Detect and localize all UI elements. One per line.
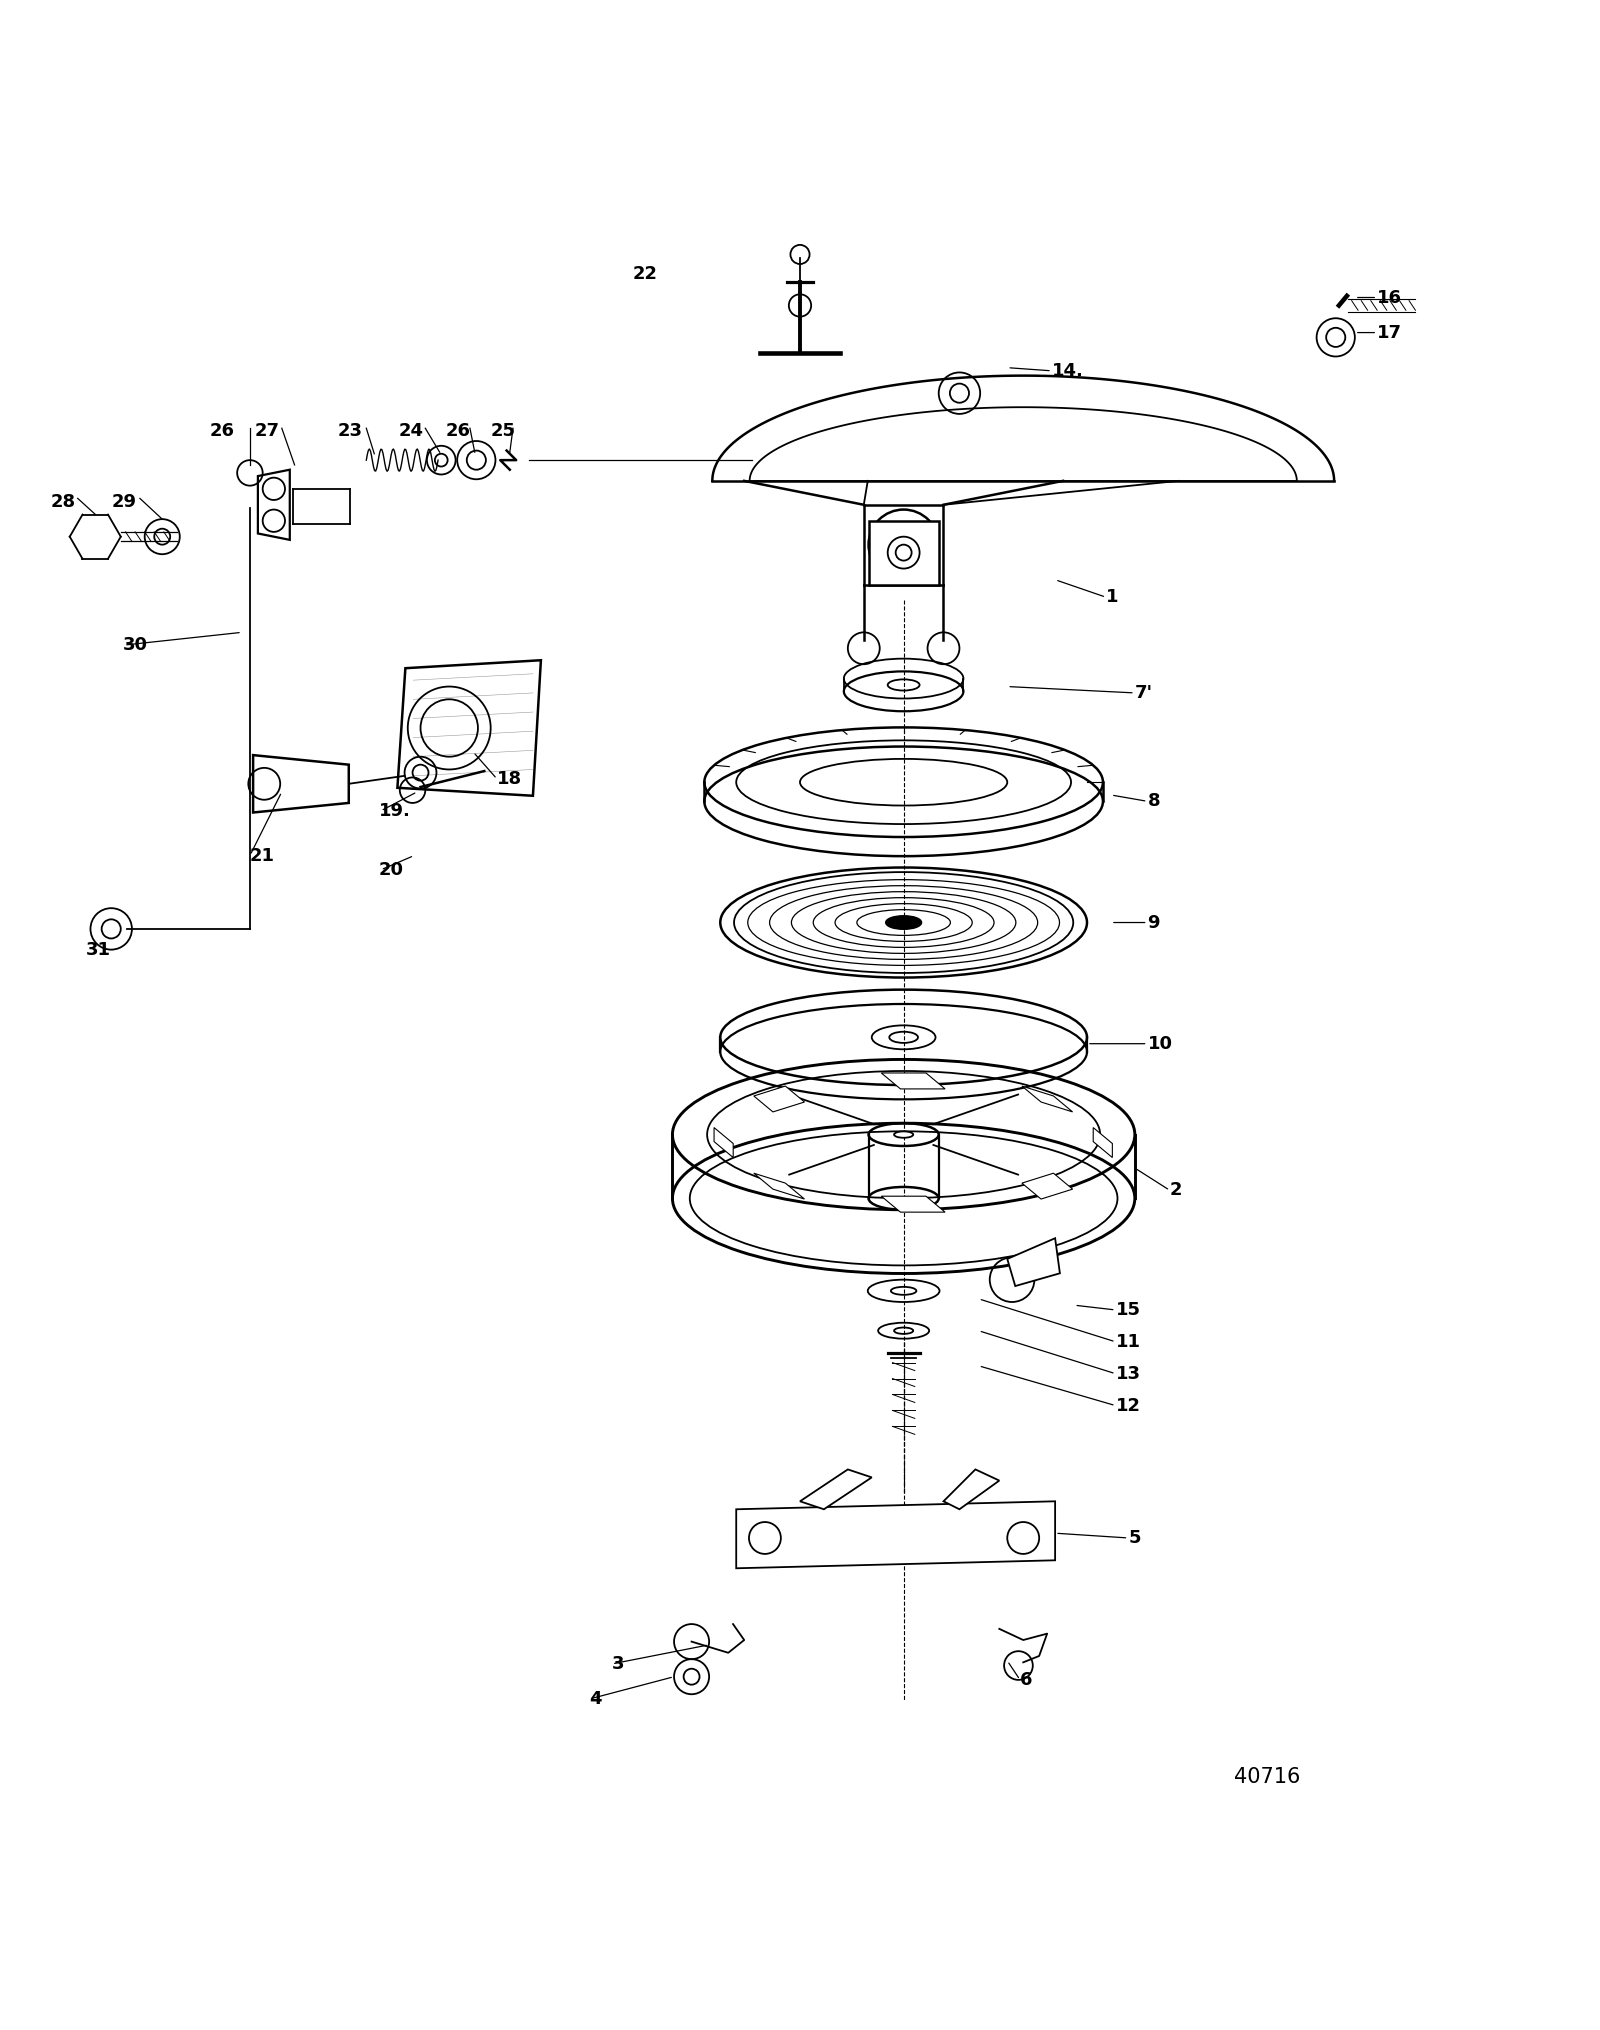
- Text: 15: 15: [1115, 1301, 1141, 1320]
- Text: 12: 12: [1115, 1397, 1141, 1415]
- Polygon shape: [944, 1470, 1000, 1508]
- Text: 21: 21: [250, 847, 275, 865]
- Polygon shape: [253, 755, 349, 812]
- Polygon shape: [714, 1127, 733, 1157]
- Polygon shape: [258, 469, 290, 540]
- Text: 27: 27: [254, 422, 280, 441]
- Text: 19.: 19.: [379, 802, 411, 820]
- Polygon shape: [1022, 1086, 1072, 1112]
- Text: 14.: 14.: [1051, 361, 1083, 380]
- Polygon shape: [754, 1086, 805, 1112]
- Text: 16: 16: [1378, 288, 1402, 307]
- Text: 18: 18: [498, 769, 522, 788]
- Text: 26: 26: [210, 422, 235, 441]
- Text: 13: 13: [1115, 1364, 1141, 1382]
- Text: 30: 30: [122, 635, 147, 654]
- Text: 28: 28: [51, 493, 75, 512]
- Text: 11: 11: [1115, 1334, 1141, 1350]
- Polygon shape: [397, 660, 541, 796]
- Text: 29: 29: [110, 493, 136, 512]
- Text: 40716: 40716: [1234, 1768, 1301, 1786]
- Text: 2: 2: [1170, 1181, 1182, 1200]
- Polygon shape: [882, 1074, 946, 1088]
- FancyBboxPatch shape: [869, 522, 939, 585]
- Polygon shape: [736, 1502, 1054, 1569]
- Polygon shape: [754, 1173, 805, 1200]
- Text: 9: 9: [1147, 914, 1160, 932]
- Text: 17: 17: [1378, 323, 1402, 341]
- Text: 22: 22: [632, 264, 658, 282]
- Polygon shape: [800, 1470, 872, 1508]
- Polygon shape: [1022, 1173, 1072, 1200]
- Text: 3: 3: [611, 1654, 624, 1673]
- Text: 20: 20: [379, 861, 405, 879]
- Text: 8: 8: [1147, 792, 1160, 810]
- Text: 23: 23: [338, 422, 363, 441]
- Text: 31: 31: [86, 940, 110, 958]
- Text: 7': 7': [1134, 684, 1154, 702]
- Ellipse shape: [886, 916, 922, 930]
- Polygon shape: [1093, 1127, 1112, 1157]
- Text: 25: 25: [491, 422, 515, 441]
- Polygon shape: [882, 1196, 946, 1212]
- Ellipse shape: [894, 1131, 914, 1137]
- Text: 4: 4: [589, 1691, 602, 1707]
- Text: 5: 5: [1128, 1529, 1141, 1547]
- Text: 26: 26: [446, 422, 470, 441]
- Text: 24: 24: [398, 422, 422, 441]
- Text: 1: 1: [1106, 589, 1118, 607]
- Text: 10: 10: [1147, 1035, 1173, 1054]
- Text: 6: 6: [1021, 1671, 1032, 1689]
- Polygon shape: [1008, 1238, 1059, 1287]
